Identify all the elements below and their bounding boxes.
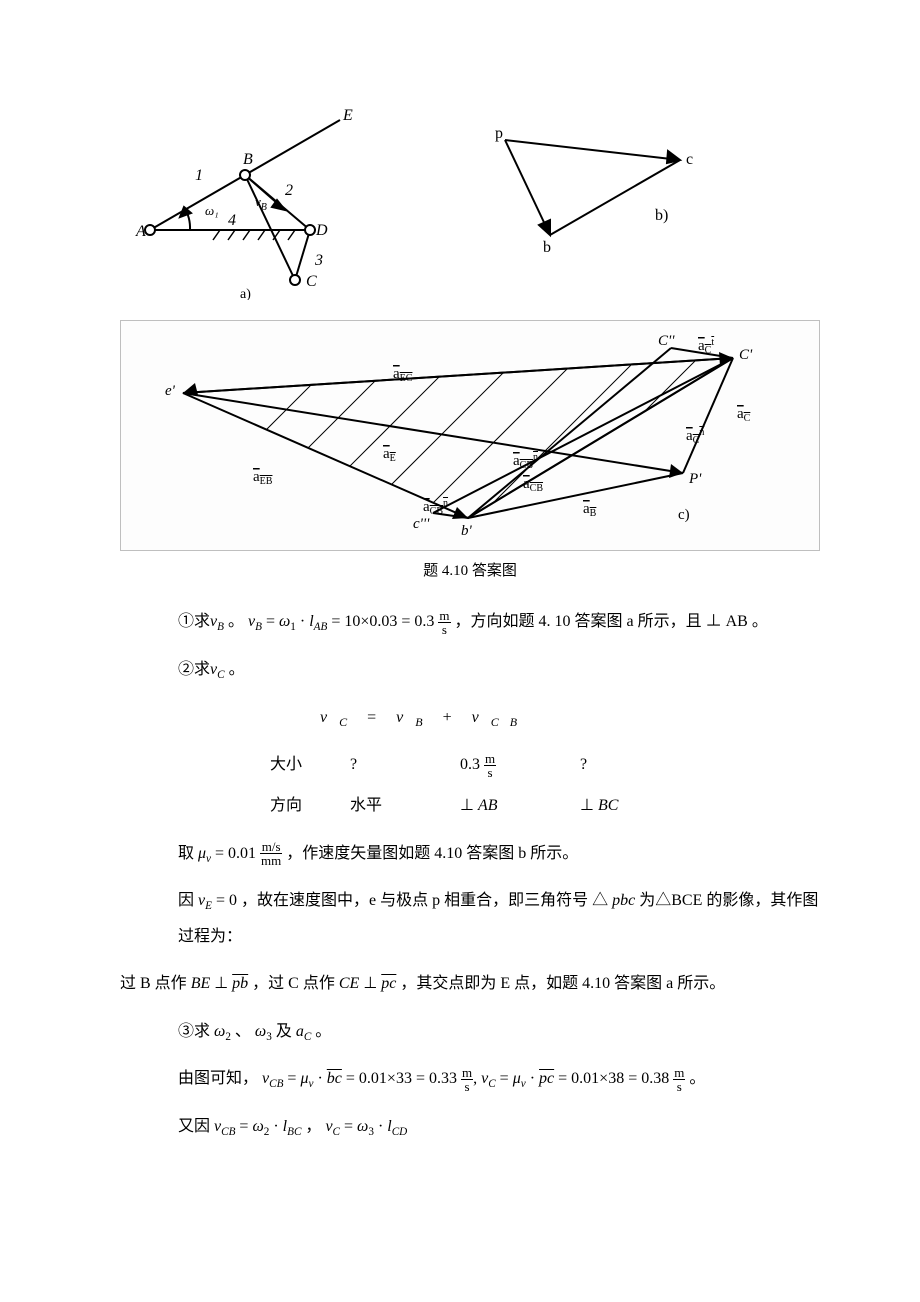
t: 。 bbox=[689, 1070, 705, 1087]
svg-text:b): b) bbox=[655, 207, 668, 224]
svg-text:aEB: aEB bbox=[253, 469, 273, 487]
t: 又因 bbox=[178, 1118, 214, 1135]
figure-b: p b c b) bbox=[450, 100, 740, 270]
label: 方向 bbox=[270, 788, 350, 823]
vector-eq: v C = v B + v C B bbox=[120, 700, 820, 736]
svg-text:E: E bbox=[342, 107, 353, 124]
svg-text:ω₁: ω₁ bbox=[205, 203, 219, 218]
svg-text:e': e' bbox=[165, 383, 176, 399]
step2: ②求vC 。 bbox=[120, 652, 820, 688]
label: 大小 bbox=[270, 747, 350, 782]
mu-line: 取 μv = 0.01 m/smm ，作速度矢量图如题 4.10 答案图 b 所… bbox=[120, 836, 820, 872]
svg-text:p: p bbox=[495, 125, 503, 142]
step1: ①求vB 。 vB = ω1 · lAB = 10×0.03 = 0.3 ms … bbox=[120, 604, 820, 640]
figure-c-wrap: e' b' c''' C'' C' P' c) aE aEB aEC aCBn … bbox=[120, 320, 820, 551]
t: 取 bbox=[178, 845, 198, 862]
figure-a: A B D C E 1 2 3 4 ω₁ vB a) bbox=[120, 100, 420, 300]
calc-line: 由图可知， vCB = μv · bc = 0.01×33 = 0.33 ms,… bbox=[120, 1061, 820, 1097]
bar: pb bbox=[232, 975, 248, 992]
v: 水平 bbox=[350, 788, 460, 823]
svg-text:B: B bbox=[243, 151, 253, 168]
figure-caption: 题 4.10 答案图 bbox=[120, 559, 820, 580]
t: 。 bbox=[229, 661, 245, 678]
t: 。 bbox=[228, 613, 248, 630]
svg-text:aB: aB bbox=[583, 501, 597, 519]
svg-text:vB: vB bbox=[255, 194, 267, 213]
t: ，其交点即为 E 点，如题 4.10 答案图 a 所示。 bbox=[400, 975, 725, 992]
t: ， bbox=[305, 1118, 325, 1135]
last-line: 又因 vCB = ω2 · lBC ， vC = ω3 · lCD bbox=[120, 1109, 820, 1145]
vE-line: 因 vE = 0 ，故在速度图中，e 与极点 p 相重合，即三角符号 △ pbc… bbox=[120, 883, 820, 954]
dir-row: 方向 水平 ⊥ AB ⊥ BC bbox=[120, 788, 820, 823]
svg-text:aCn: aCn bbox=[686, 427, 704, 446]
svg-text:aCt: aCt bbox=[698, 337, 714, 356]
v: 0.3 ms bbox=[460, 747, 580, 782]
svg-text:1: 1 bbox=[195, 167, 203, 184]
svg-text:C'': C'' bbox=[658, 333, 675, 349]
t: = 0.01×33 = 0.33 bbox=[346, 1070, 457, 1087]
figure-c: e' b' c''' C'' C' P' c) aE aEB aEC aCBn … bbox=[123, 323, 803, 543]
v: ⊥ AB bbox=[460, 788, 580, 823]
t: 因 bbox=[178, 892, 198, 909]
svg-text:2: 2 bbox=[285, 182, 293, 199]
svg-text:c: c bbox=[686, 151, 693, 168]
t: = 0.01×38 = 0.38 bbox=[558, 1070, 669, 1087]
step3: ③求 ω2 、 ω3 及 aC 。 bbox=[120, 1014, 820, 1050]
t: 过 B 点作 bbox=[120, 975, 191, 992]
bar: bc bbox=[327, 1070, 342, 1087]
svg-text:b': b' bbox=[461, 523, 473, 539]
svg-text:c''': c''' bbox=[413, 516, 430, 532]
bar: pc bbox=[381, 975, 396, 992]
t: ①求 bbox=[178, 613, 210, 630]
svg-text:4: 4 bbox=[228, 212, 236, 229]
top-figures: A B D C E 1 2 3 4 ω₁ vB a) bbox=[120, 100, 820, 300]
svg-text:aC: aC bbox=[737, 406, 751, 424]
svg-text:C': C' bbox=[739, 347, 753, 363]
svg-text:P': P' bbox=[688, 471, 702, 487]
svg-text:aCBn: aCBn bbox=[513, 452, 538, 471]
t: ，作速度矢量图如题 4.10 答案图 b 所示。 bbox=[286, 845, 578, 862]
svg-text:C: C bbox=[306, 273, 317, 290]
t: 由图可知， bbox=[178, 1070, 258, 1087]
t: ，过 C 点作 bbox=[252, 975, 339, 992]
svg-text:c): c) bbox=[678, 507, 690, 523]
cross-line: 过 B 点作 BE ⊥ pb ，过 C 点作 CE ⊥ pc ，其交点即为 E … bbox=[120, 966, 820, 1001]
svg-text:aE: aE bbox=[383, 446, 396, 464]
svg-text:a): a) bbox=[240, 287, 251, 300]
svg-text:D: D bbox=[315, 222, 328, 239]
svg-text:3: 3 bbox=[314, 252, 323, 269]
t: ，故在速度图中， bbox=[241, 892, 369, 909]
v: ⊥ BC bbox=[580, 788, 700, 823]
t: ，方向如题 4. 10 答案图 a 所示，且 ⊥ AB 。 bbox=[455, 613, 768, 630]
svg-text:b: b bbox=[543, 239, 551, 256]
svg-text:aEC: aEC bbox=[393, 366, 413, 384]
v: ? bbox=[580, 747, 700, 782]
v: ? bbox=[350, 747, 460, 782]
t: ②求 bbox=[178, 661, 210, 678]
bar: pc bbox=[539, 1070, 554, 1087]
t: e 与极点 p 相重合，即三角符号 bbox=[369, 892, 588, 909]
svg-text:A: A bbox=[135, 223, 146, 240]
size-row: 大小 ? 0.3 ms ? bbox=[120, 747, 820, 782]
